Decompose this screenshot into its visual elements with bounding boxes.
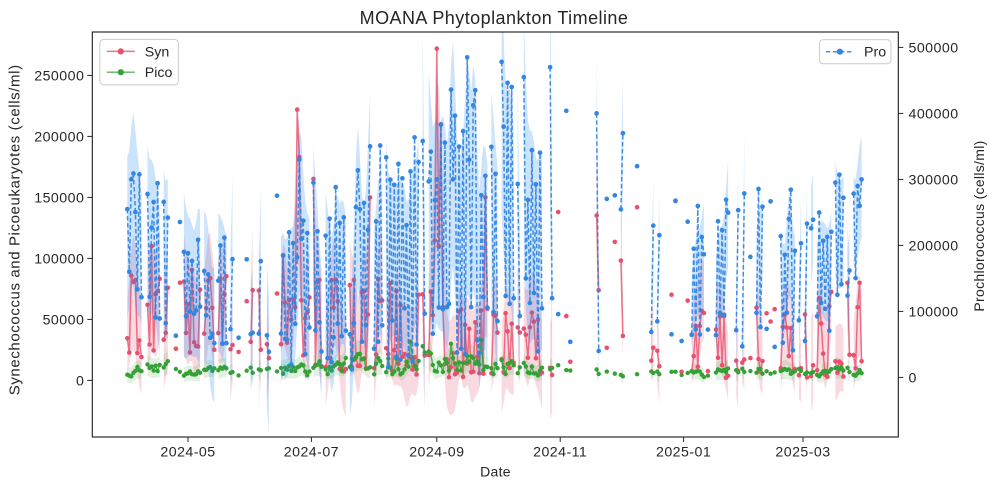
svg-text:Pico: Pico <box>145 65 173 81</box>
svg-text:250000: 250000 <box>34 68 84 84</box>
svg-text:0: 0 <box>76 373 84 389</box>
svg-text:Pro: Pro <box>864 45 886 61</box>
svg-text:200000: 200000 <box>34 129 84 145</box>
svg-text:2024-07: 2024-07 <box>284 445 339 461</box>
svg-text:Synechococcus and Picoeukaryot: Synechococcus and Picoeukaryotes (cells/… <box>7 64 24 395</box>
svg-text:MOANA Phytoplankton Timeline: MOANA Phytoplankton Timeline <box>360 8 629 28</box>
svg-text:100000: 100000 <box>909 304 959 320</box>
svg-text:2024-09: 2024-09 <box>409 445 464 461</box>
svg-text:0: 0 <box>909 370 917 386</box>
svg-text:2025-03: 2025-03 <box>775 445 830 461</box>
svg-text:Prochlorococcus (cells/ml): Prochlorococcus (cells/ml) <box>971 140 987 311</box>
svg-text:2024-11: 2024-11 <box>533 445 587 461</box>
svg-text:Date: Date <box>480 464 511 480</box>
svg-text:500000: 500000 <box>909 40 959 56</box>
svg-text:150000: 150000 <box>34 190 84 206</box>
svg-text:50000: 50000 <box>43 312 85 328</box>
svg-text:2024-05: 2024-05 <box>160 445 215 461</box>
svg-text:2025-01: 2025-01 <box>656 445 711 461</box>
svg-text:100000: 100000 <box>34 251 84 267</box>
svg-text:400000: 400000 <box>909 106 959 122</box>
svg-text:Syn: Syn <box>145 44 169 60</box>
svg-text:300000: 300000 <box>909 172 959 188</box>
svg-text:200000: 200000 <box>909 238 959 254</box>
